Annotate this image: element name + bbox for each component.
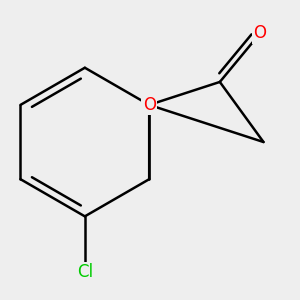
- Text: O: O: [143, 96, 156, 114]
- Text: Cl: Cl: [77, 263, 93, 281]
- Text: O: O: [254, 24, 267, 42]
